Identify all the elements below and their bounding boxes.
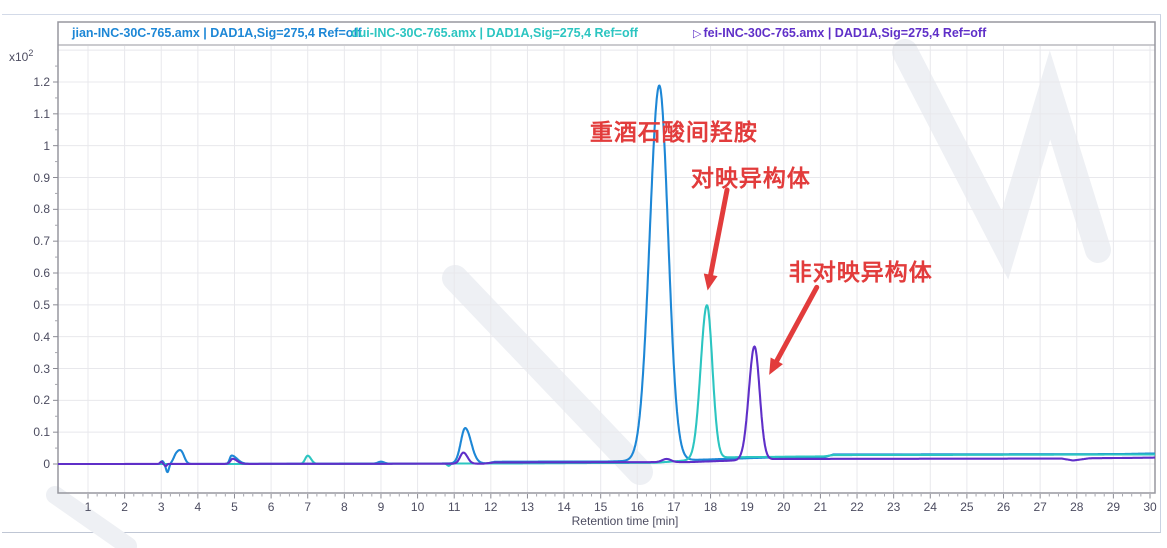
annotation-enantiomer: 对映异构体 <box>690 164 811 191</box>
y-tick-label: 0 <box>43 457 50 471</box>
x-tick-label: 14 <box>557 500 571 514</box>
y-tick-label: 0.4 <box>33 329 50 344</box>
y-axis-multiplier: x102 <box>9 48 34 64</box>
y-tick-label: 1.1 <box>33 106 50 121</box>
trace-fei[interactable] <box>58 345 1155 468</box>
x-tick-label: 25 <box>960 500 974 514</box>
x-tick-label: 16 <box>630 500 644 514</box>
active-trace-marker: ▷ <box>693 28 702 40</box>
x-tick-label: 6 <box>267 500 275 514</box>
x-tick-labels: 1 2 3 4 5 6 7 8 9 10 11 12 13 14 15 16 17 18 19 20 21 22 23 24 2… <box>0 500 1167 516</box>
x-tick-label: 30 <box>1143 500 1157 514</box>
y-tick-label: 1 <box>43 138 50 153</box>
y-tick-label: 0.9 <box>33 170 50 185</box>
legend-label: fei-INC-30C-765.amx | DAD1A,Sig=275,4 Re… <box>703 26 987 40</box>
x-tick-label: 9 <box>377 500 385 514</box>
x-tick-label: 20 <box>777 500 791 514</box>
annotation-arrows <box>703 187 820 375</box>
annotation-diastereomer: 非对映异构体 <box>788 258 933 285</box>
x-tick-label: 23 <box>886 500 901 514</box>
x-axis-title: Retention time [min] <box>571 514 679 528</box>
x-tick-label: 17 <box>667 500 681 514</box>
x-tick-label: 4 <box>194 500 202 514</box>
annotation-metaraminol-bitartrate: 重酒石酸间羟胺 <box>589 118 758 145</box>
x-tick-label: 7 <box>304 500 312 514</box>
y-tick-label: 1.2 <box>33 75 50 89</box>
x-tick-label: 2 <box>121 500 128 514</box>
x-tick-label: 10 <box>410 500 425 514</box>
x-tick-label: 5 <box>231 500 238 514</box>
x-tick-label: 3 <box>157 500 165 514</box>
legend-item-jian[interactable]: jian-INC-30C-765.amx | DAD1A,Sig=275,4 R… <box>70 26 362 40</box>
y-tick-label: 0.1 <box>33 425 50 440</box>
y-tick-label: 0.7 <box>33 234 50 249</box>
x-tick-label: 29 <box>1106 500 1121 514</box>
legend-item-dui[interactable]: dui-INC-30C-765.amx | DAD1A,Sig=275,4 Re… <box>349 26 638 40</box>
x-tick-label: 19 <box>740 500 754 514</box>
x-tick-label: 18 <box>703 500 718 514</box>
x-tick-label: 27 <box>1033 500 1047 514</box>
y-tick-label: 0.6 <box>33 266 50 280</box>
axis-ticks <box>53 65 1151 499</box>
legend-label: dui-INC-30C-765.amx | DAD1A,Sig=275,4 Re… <box>351 26 638 40</box>
x-tick-label: 22 <box>850 500 864 514</box>
x-tick-label: 26 <box>996 500 1011 514</box>
x-tick-label: 21 <box>813 500 828 514</box>
x-tick-label: 1 <box>84 500 92 514</box>
x-tick-label: 12 <box>484 500 498 514</box>
y-tick-label: 0.8 <box>33 202 50 217</box>
y-tick-label: 0.5 <box>33 297 50 312</box>
x-tick-label: 11 <box>447 500 461 514</box>
legend-label: jian-INC-30C-765.amx | DAD1A,Sig=275,4 R… <box>72 26 362 40</box>
x-tick-label: 8 <box>341 500 348 514</box>
watermark <box>46 39 1111 548</box>
y-tick-label: 0.2 <box>33 393 50 408</box>
x-tick-label: 13 <box>520 500 535 514</box>
x-tick-label: 24 <box>923 500 937 514</box>
x-tick-label: 15 <box>594 500 608 514</box>
y-tick-label: 0.3 <box>33 361 50 376</box>
legend-item-fei[interactable]: ▷ fei-INC-30C-765.amx | DAD1A,Sig=275,4 R… <box>693 26 986 40</box>
x-tick-label: 28 <box>1070 500 1084 514</box>
